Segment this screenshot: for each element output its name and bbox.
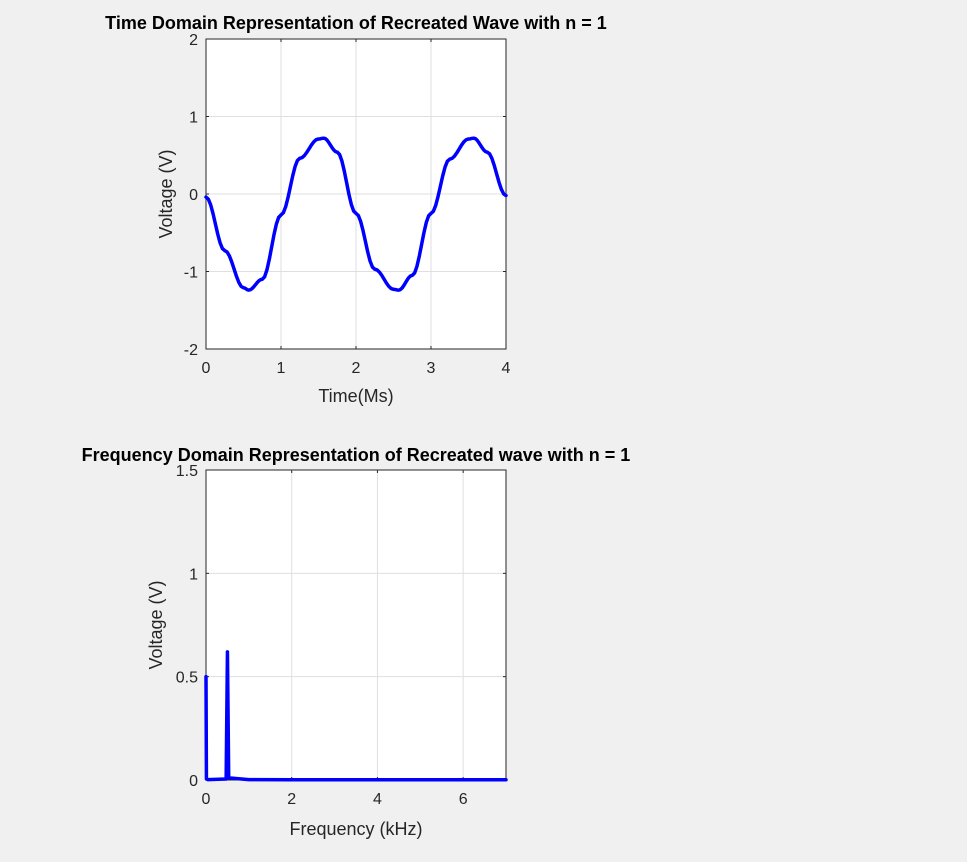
time-domain-chart: Time Domain Representation of Recreated … xyxy=(105,13,607,406)
time-domain-y-tick-label: 1 xyxy=(189,110,198,127)
frequency-domain-x-tick-label: 0 xyxy=(202,791,211,808)
time-domain-ticks: 0 1 2 3 4 -2 -1 0 1 2 xyxy=(184,32,511,377)
frequency-domain-title: Frequency Domain Representation of Recre… xyxy=(82,445,631,465)
frequency-domain-y-tick-label: 1 xyxy=(189,566,198,583)
frequency-domain-grid xyxy=(206,470,506,780)
time-domain-y-tick-label: -2 xyxy=(184,342,198,359)
frequency-domain-x-tick-label: 4 xyxy=(373,791,382,808)
time-domain-x-tick-label: 2 xyxy=(352,360,361,377)
time-domain-y-tick-label: 2 xyxy=(189,32,198,49)
frequency-domain-plot-area xyxy=(205,469,507,781)
time-domain-series-line xyxy=(204,136,508,292)
time-domain-title: Time Domain Representation of Recreated … xyxy=(105,13,607,33)
frequency-domain-y-tick-label: 0 xyxy=(189,773,198,790)
frequency-domain-series-line xyxy=(204,650,508,782)
time-domain-y-axis-label: Voltage (V) xyxy=(156,149,176,238)
time-domain-x-tick-label: 0 xyxy=(202,360,211,377)
frequency-domain-chart: Frequency Domain Representation of Recre… xyxy=(82,445,631,839)
frequency-domain-x-tick-label: 2 xyxy=(287,791,296,808)
time-domain-x-tick-label: 3 xyxy=(427,360,436,377)
time-domain-grid xyxy=(206,39,506,349)
frequency-domain-y-tick-label: 1.5 xyxy=(176,463,198,480)
frequency-domain-y-axis-label: Voltage (V) xyxy=(146,580,166,669)
time-domain-y-tick-label: 0 xyxy=(189,187,198,204)
time-domain-y-tick-label: -1 xyxy=(184,265,198,282)
frequency-domain-ticks: 0 2 4 6 0 0.5 1 1.5 xyxy=(176,463,506,808)
time-domain-x-tick-label: 4 xyxy=(502,360,511,377)
frequency-domain-y-tick-label: 0.5 xyxy=(176,670,198,687)
time-domain-x-axis-label: Time(Ms) xyxy=(318,386,393,406)
frequency-domain-x-axis-label: Frequency (kHz) xyxy=(289,819,422,839)
time-domain-x-tick-label: 1 xyxy=(277,360,286,377)
frequency-domain-x-tick-label: 6 xyxy=(459,791,468,808)
